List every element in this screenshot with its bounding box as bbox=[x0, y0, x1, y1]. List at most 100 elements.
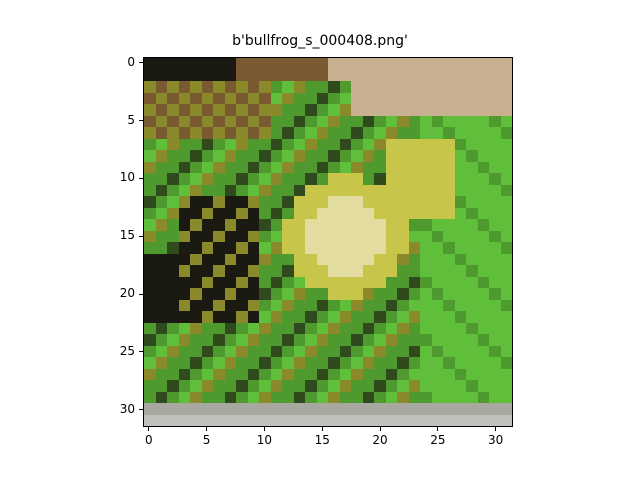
image-pixel bbox=[431, 196, 443, 208]
image-pixel bbox=[190, 81, 202, 93]
image-pixel bbox=[385, 288, 397, 300]
image-pixel bbox=[339, 150, 351, 162]
image-pixel bbox=[305, 368, 317, 380]
image-pixel bbox=[201, 196, 213, 208]
image-pixel bbox=[385, 299, 397, 311]
image-pixel bbox=[385, 368, 397, 380]
image-pixel bbox=[224, 334, 236, 346]
image-pixel bbox=[443, 311, 455, 323]
image-pixel bbox=[305, 92, 317, 104]
image-pixel bbox=[420, 357, 432, 369]
image-pixel bbox=[190, 115, 202, 127]
image-pixel bbox=[443, 127, 455, 139]
image-pixel bbox=[362, 276, 374, 288]
image-pixel bbox=[477, 104, 489, 116]
y-tick-mark bbox=[139, 177, 143, 179]
image-pixel bbox=[293, 368, 305, 380]
image-pixel bbox=[155, 253, 167, 265]
image-pixel bbox=[351, 357, 363, 369]
image-pixel bbox=[144, 403, 156, 415]
image-pixel bbox=[282, 288, 294, 300]
image-pixel bbox=[178, 92, 190, 104]
image-pixel bbox=[454, 127, 466, 139]
image-pixel bbox=[247, 242, 259, 254]
image-pixel bbox=[408, 230, 420, 242]
image-pixel bbox=[500, 115, 512, 127]
y-tick-label: 0 bbox=[127, 54, 135, 69]
image-pixel bbox=[351, 253, 363, 265]
image-pixel bbox=[155, 403, 167, 415]
image-pixel bbox=[190, 196, 202, 208]
image-pixel bbox=[454, 391, 466, 403]
image-pixel bbox=[178, 368, 190, 380]
image-pixel bbox=[385, 276, 397, 288]
image-pixel bbox=[201, 265, 213, 277]
image-pixel bbox=[385, 414, 397, 426]
image-pixel bbox=[282, 403, 294, 415]
image-pixel bbox=[270, 104, 282, 116]
image-pixel bbox=[420, 414, 432, 426]
image-pixel bbox=[362, 115, 374, 127]
image-pixel bbox=[305, 299, 317, 311]
image-pixel bbox=[259, 322, 271, 334]
image-pixel bbox=[408, 81, 420, 93]
image-pixel bbox=[201, 184, 213, 196]
image-pixel bbox=[224, 81, 236, 93]
image-pixel bbox=[466, 380, 478, 392]
image-pixel bbox=[500, 127, 512, 139]
image-pixel bbox=[443, 161, 455, 173]
image-pixel bbox=[167, 127, 179, 139]
image-pixel bbox=[397, 403, 409, 415]
image-pixel bbox=[339, 368, 351, 380]
image-pixel bbox=[351, 92, 363, 104]
image-pixel bbox=[213, 150, 225, 162]
image-pixel bbox=[236, 104, 248, 116]
image-pixel bbox=[420, 368, 432, 380]
image-pixel bbox=[201, 92, 213, 104]
image-pixel bbox=[408, 368, 420, 380]
image-pixel bbox=[420, 161, 432, 173]
image-pixel bbox=[144, 150, 156, 162]
image-pixel bbox=[477, 150, 489, 162]
image-pixel bbox=[420, 138, 432, 150]
image-pixel bbox=[351, 345, 363, 357]
image-pixel bbox=[420, 81, 432, 93]
image-pixel bbox=[466, 115, 478, 127]
image-pixel bbox=[397, 265, 409, 277]
image-pixel bbox=[339, 219, 351, 231]
image-pixel bbox=[144, 380, 156, 392]
image-pixel bbox=[224, 311, 236, 323]
image-pixel bbox=[259, 334, 271, 346]
image-pixel bbox=[408, 253, 420, 265]
image-pixel bbox=[408, 115, 420, 127]
image-pixel bbox=[466, 311, 478, 323]
image-pixel bbox=[420, 196, 432, 208]
image-pixel bbox=[477, 265, 489, 277]
image-pixel bbox=[374, 357, 386, 369]
image-pixel bbox=[362, 368, 374, 380]
image-pixel bbox=[466, 173, 478, 185]
image-pixel bbox=[178, 69, 190, 81]
image-pixel bbox=[489, 311, 501, 323]
image-pixel bbox=[362, 299, 374, 311]
image-pixel bbox=[477, 380, 489, 392]
image-pixel bbox=[420, 230, 432, 242]
image-pixel bbox=[397, 345, 409, 357]
image-pixel bbox=[431, 368, 443, 380]
image-pixel bbox=[443, 115, 455, 127]
y-tick-mark bbox=[139, 293, 143, 295]
image-pixel bbox=[144, 299, 156, 311]
image-pixel bbox=[167, 242, 179, 254]
image-pixel bbox=[420, 127, 432, 139]
image-pixel bbox=[167, 311, 179, 323]
image-pixel bbox=[190, 92, 202, 104]
image-pixel bbox=[316, 127, 328, 139]
image-pixel bbox=[213, 299, 225, 311]
image-pixel bbox=[362, 357, 374, 369]
image-pixel bbox=[178, 173, 190, 185]
image-pixel bbox=[351, 242, 363, 254]
image-pixel bbox=[454, 173, 466, 185]
image-pixel bbox=[443, 403, 455, 415]
image-pixel bbox=[420, 69, 432, 81]
image-pixel bbox=[167, 196, 179, 208]
